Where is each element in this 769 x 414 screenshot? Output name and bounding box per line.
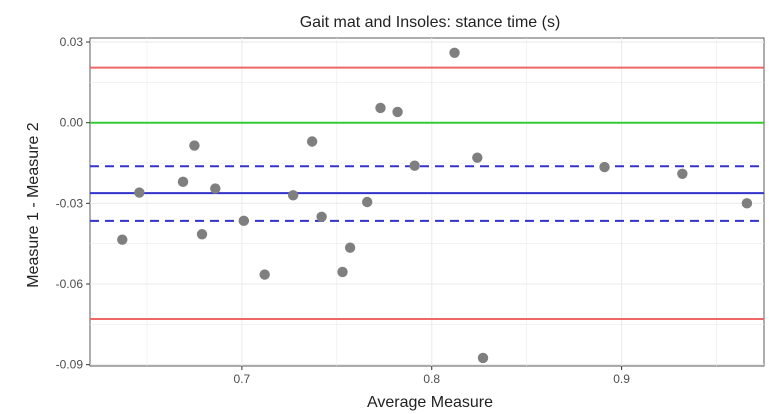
- x-tick-label: 0.9: [613, 372, 630, 386]
- y-tick-label: 0.03: [60, 35, 84, 49]
- reference-lines: [90, 66, 764, 320]
- data-point: [392, 106, 403, 118]
- y-tick-label: -0.03: [56, 196, 84, 210]
- data-point: [117, 234, 128, 245]
- data-point: [177, 176, 189, 188]
- data-point: [472, 152, 483, 163]
- x-tick-label: 0.8: [423, 372, 440, 386]
- data-point: [316, 211, 327, 222]
- data-points: [117, 47, 753, 364]
- chart-title: Gait mat and Insoles: stance time (s): [300, 14, 561, 31]
- data-point: [196, 229, 208, 240]
- data-point: [189, 140, 200, 151]
- plot-panel: [89, 37, 765, 367]
- data-point: [287, 190, 299, 201]
- data-point: [259, 269, 270, 280]
- x-axis-title: Average Measure: [367, 394, 493, 411]
- y-tick-label: 0.00: [60, 116, 84, 130]
- data-point: [375, 102, 386, 114]
- y-tick-label: -0.06: [56, 277, 84, 291]
- data-point: [210, 183, 221, 194]
- data-point: [361, 196, 373, 208]
- data-point: [449, 47, 460, 58]
- data-point: [599, 161, 610, 173]
- data-point: [477, 352, 489, 364]
- y-axis-title: Measure 1 - Measure 2: [25, 122, 42, 288]
- data-point: [306, 136, 318, 147]
- x-tick-label: 0.7: [234, 372, 251, 386]
- data-point: [344, 242, 356, 253]
- data-point: [134, 187, 145, 198]
- data-point: [677, 168, 688, 179]
- data-point: [409, 160, 420, 171]
- axes: 0.03 0.00 -0.03 -0.06 -0.09 0.7 0.8 0.9: [56, 35, 631, 386]
- data-point: [337, 266, 348, 278]
- y-tick-label: -0.09: [56, 358, 84, 372]
- data-point: [238, 215, 249, 227]
- data-point: [741, 198, 753, 209]
